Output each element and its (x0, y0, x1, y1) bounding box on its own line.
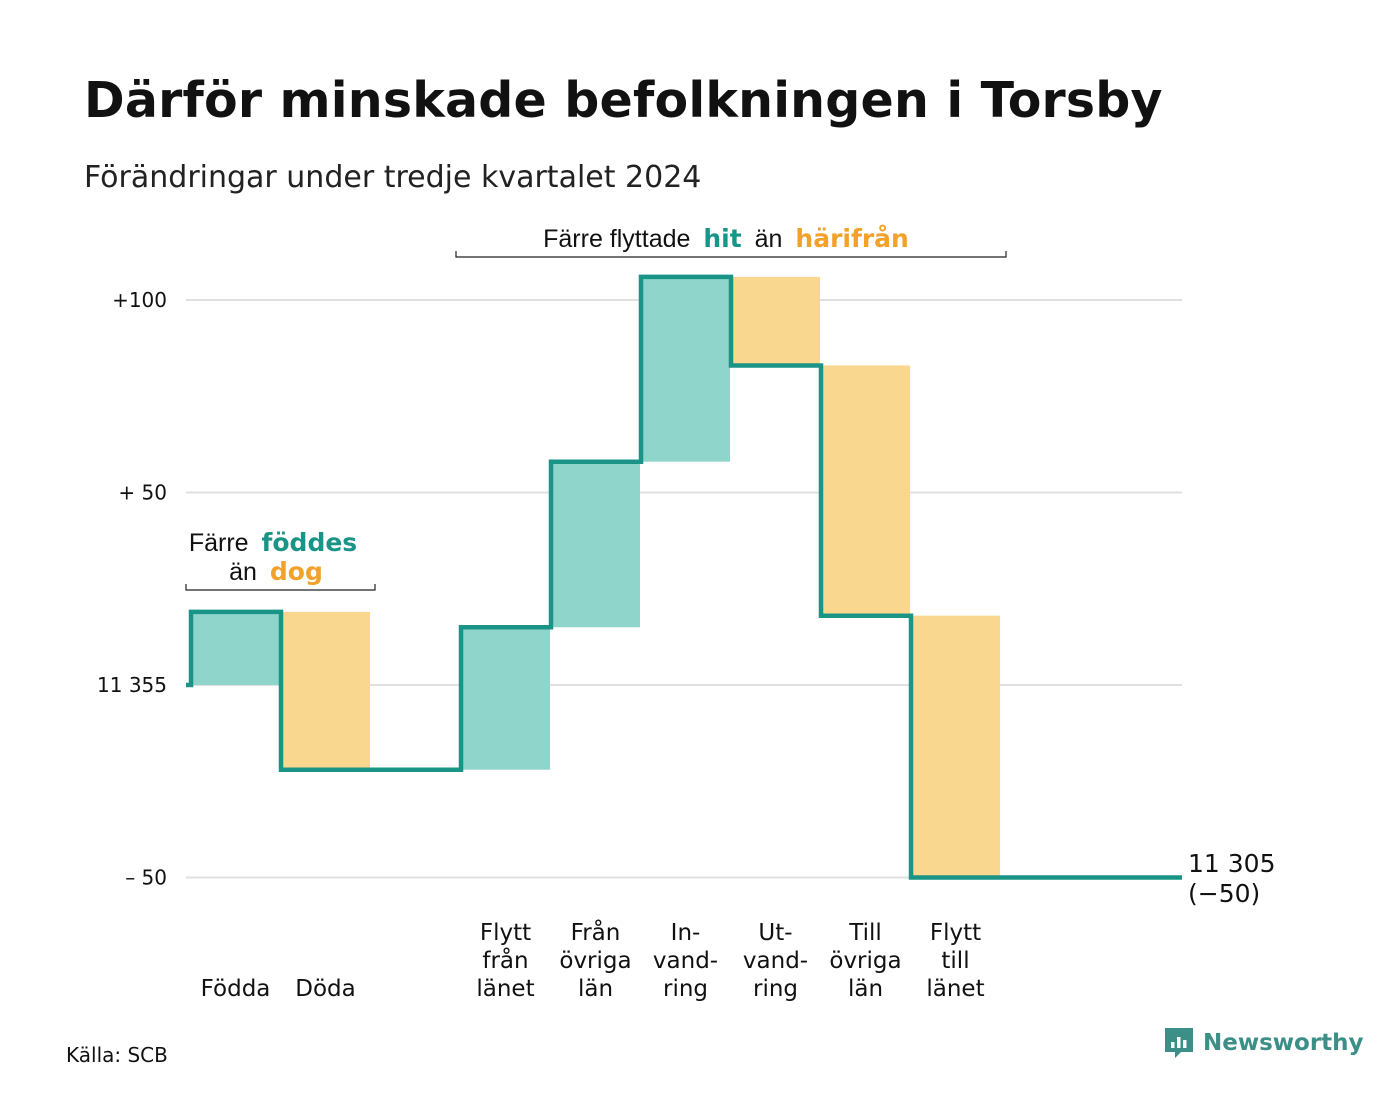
bar-increase (191, 611, 280, 685)
annotation-migration-text: Färre flyttade hit än härifrån (543, 224, 909, 253)
annotation-births-dec: dog (270, 557, 323, 586)
x-label: länet (476, 976, 534, 1002)
annotation-births-mid: än (229, 558, 257, 586)
x-label: län (578, 976, 613, 1002)
annotation-migration: Färre flyttade hit än härifrån (455, 224, 1007, 258)
bar-decrease (281, 611, 370, 770)
end-value-label: 11 305 (1188, 849, 1275, 878)
source-note: Källa: SCB (66, 1043, 168, 1067)
annotation-births-pre: Färre (189, 529, 249, 557)
y-tick-label: + 50 (118, 481, 167, 505)
bar-decrease (911, 615, 1000, 878)
bar-increase (551, 461, 640, 628)
x-label: Ut- (758, 920, 792, 946)
bars (191, 276, 1000, 878)
annotation-migration-mid: än (755, 225, 783, 253)
x-label: från (482, 946, 528, 974)
x-label: övriga (829, 948, 901, 974)
annotation-births-inc: föddes (262, 528, 358, 557)
annotation-births-bracket (185, 584, 376, 591)
x-label: till (941, 948, 969, 974)
annotation-migration-pre: Färre flyttade (543, 225, 690, 253)
x-label: Flytt (930, 920, 981, 946)
y-ticks: +100 + 50 11 355 – 50 (97, 288, 167, 890)
brand-name: Newsworthy (1203, 1030, 1364, 1056)
bar-increase (641, 276, 730, 462)
brand-logo[interactable]: Newsworthy (1163, 1026, 1364, 1060)
annotation-migration-dec: härifrån (795, 224, 908, 253)
newsworthy-logo-icon (1165, 1028, 1193, 1058)
y-tick-label: 11 355 (97, 673, 167, 697)
x-label: län (848, 976, 883, 1002)
x-label: Döda (295, 976, 355, 1002)
annotation-births-line2: än dog (229, 557, 323, 586)
bar-increase (461, 627, 550, 770)
annotation-births-deaths: Färre föddes än dog (185, 528, 376, 591)
annotation-births-line1: Färre föddes (189, 528, 357, 557)
cumulative-step-line (186, 274, 1182, 880)
x-label: Flytt (480, 920, 531, 946)
annotation-migration-bracket (455, 251, 1007, 258)
cumulative-line (186, 274, 1182, 880)
chart-subtitle: Förändringar under tredje kvartalet 2024 (84, 160, 702, 195)
bar-decrease (821, 365, 910, 616)
x-label: ring (663, 976, 708, 1002)
y-tick-label: – 50 (125, 866, 167, 890)
x-label: Födda (201, 976, 271, 1002)
x-label: ring (753, 976, 798, 1002)
x-label: vand- (653, 948, 718, 974)
bar-decrease (731, 276, 820, 366)
x-label: övriga (559, 948, 631, 974)
x-label: In- (671, 920, 701, 946)
x-label: Från (571, 918, 621, 946)
x-label: länet (926, 976, 984, 1002)
y-tick-label: +100 (112, 288, 167, 312)
x-labels: Födda DödaFlyttfrånlänetFrånövrigalänIn-v… (201, 918, 985, 1002)
annotation-migration-inc: hit (703, 224, 741, 253)
end-change-label: (−50) (1188, 879, 1260, 908)
x-label: Till (848, 920, 882, 946)
chart-title: Därför minskade befolkningen i Torsby (84, 72, 1163, 129)
x-label: vand- (743, 948, 808, 974)
